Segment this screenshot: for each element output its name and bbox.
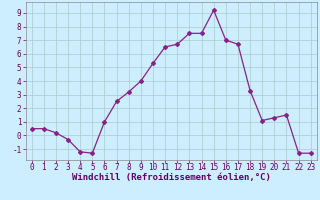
- X-axis label: Windchill (Refroidissement éolien,°C): Windchill (Refroidissement éolien,°C): [72, 173, 271, 182]
